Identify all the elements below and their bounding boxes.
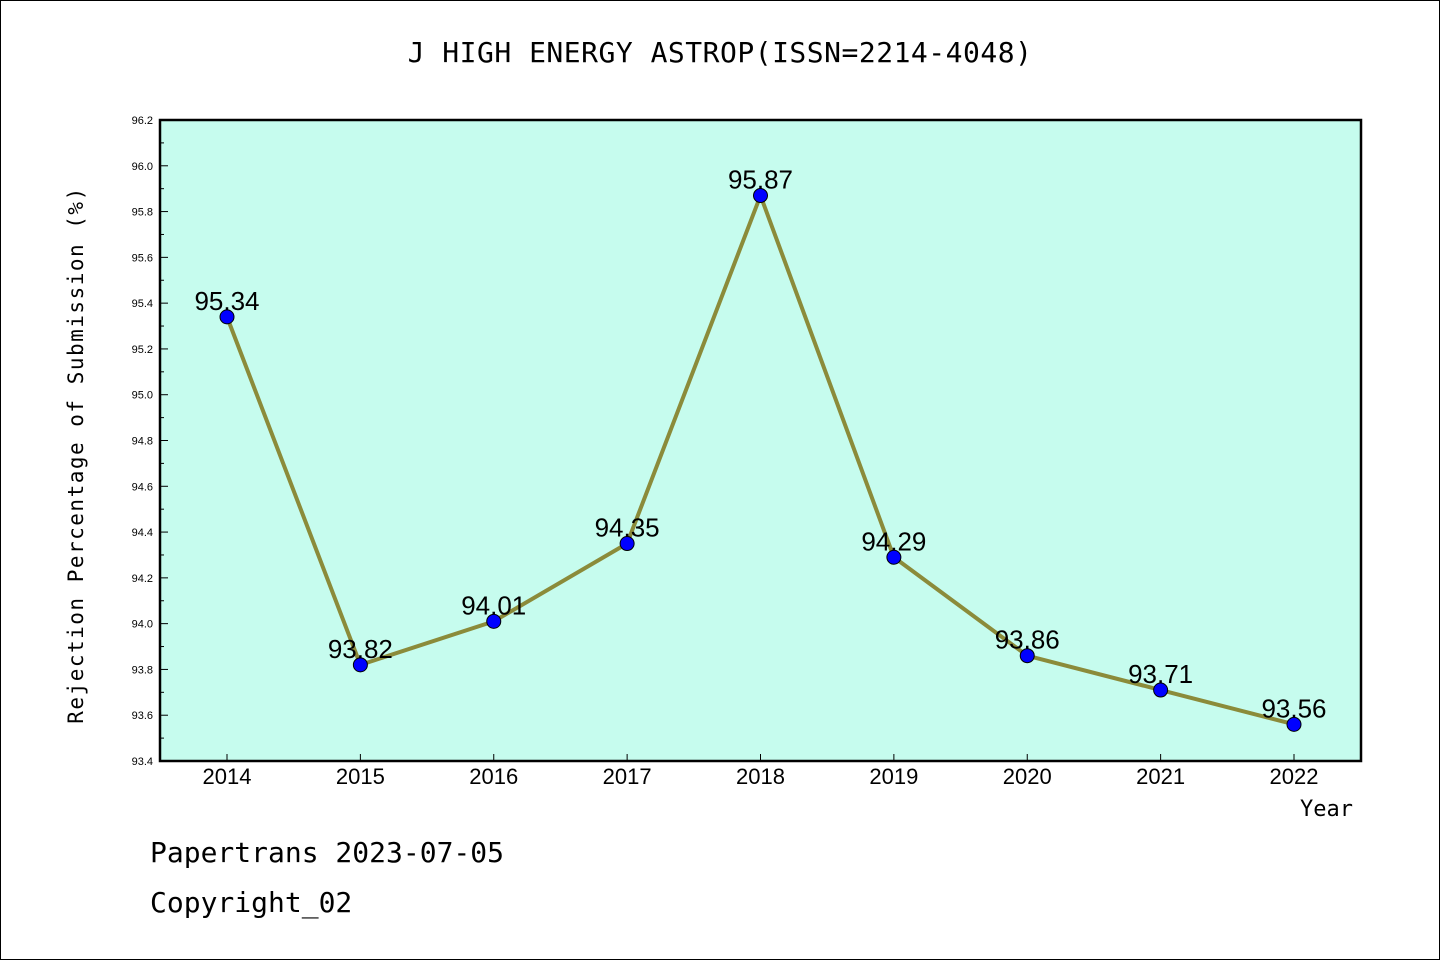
data-point [1153,682,1169,698]
data-label: 94.35 [595,513,660,543]
y-tick-label: 95.4 [132,298,153,310]
data-markers [219,188,1302,732]
chart-title: J HIGH ENERGY ASTROP(ISSN=2214-4048) [407,36,1033,69]
y-tick-label: 95.6 [132,252,153,264]
data-point [486,613,502,629]
x-tick-label: 2014 [203,764,252,789]
x-tick-label: 2021 [1136,764,1185,789]
data-point [352,657,368,673]
y-tick-label: 94.0 [132,619,153,631]
data-label: 93.56 [1261,693,1326,723]
x-tick-label: 2020 [1003,764,1052,789]
data-point [1286,716,1302,732]
y-tick-label: 93.4 [132,756,153,768]
data-point [886,549,902,565]
data-point [619,536,635,552]
y-tick-label: 94.8 [132,436,153,448]
data-label: 93.86 [995,625,1060,655]
data-point [1019,648,1035,664]
x-axis-title: Year [1300,797,1353,822]
y-tick-label: 96.0 [132,161,153,173]
x-tick-label: 2018 [736,764,785,789]
footer-copyright: Copyright_02 [150,886,353,919]
data-point [753,188,768,204]
data-label: 93.82 [328,634,393,664]
data-labels: 95.34 93.82 94.01 94.35 95.87 94.29 93.86 93.71… [194,165,1326,724]
x-tick-label: 2016 [469,764,518,789]
y-tick-label: 94.4 [132,527,153,539]
x-tick-label: 2022 [1270,764,1319,789]
data-point [219,309,235,325]
x-axis-ticks: 2014 2015 2016 2017 2018 2019 2020 2021 2022 [203,754,1319,789]
data-label: 94.01 [461,590,526,620]
data-label: 94.29 [861,526,926,556]
data-label: 95.34 [194,286,259,316]
y-tick-label: 95.2 [132,344,153,356]
y-tick-label: 93.6 [132,710,153,722]
x-tick-label: 2019 [869,764,918,789]
x-tick-label: 2017 [603,764,652,789]
data-label: 93.71 [1128,659,1193,689]
y-tick-label: 95.0 [132,390,153,402]
y-tick-label: 94.6 [132,481,153,493]
y-tick-label: 93.8 [132,664,153,676]
x-tick-label: 2015 [336,764,385,789]
footer-source: Papertrans 2023-07-05 [150,836,505,869]
data-label: 95.87 [728,165,793,195]
y-tick-label: 95.8 [132,207,153,219]
y-axis-ticks: 93.4 93.6 93.8 94.0 94.2 94.4 94.6 94.8 95.0 95.2… [132,115,168,768]
y-tick-label: 96.2 [132,115,153,127]
y-tick-label: 94.2 [132,573,153,585]
plot-area [158,118,1363,763]
